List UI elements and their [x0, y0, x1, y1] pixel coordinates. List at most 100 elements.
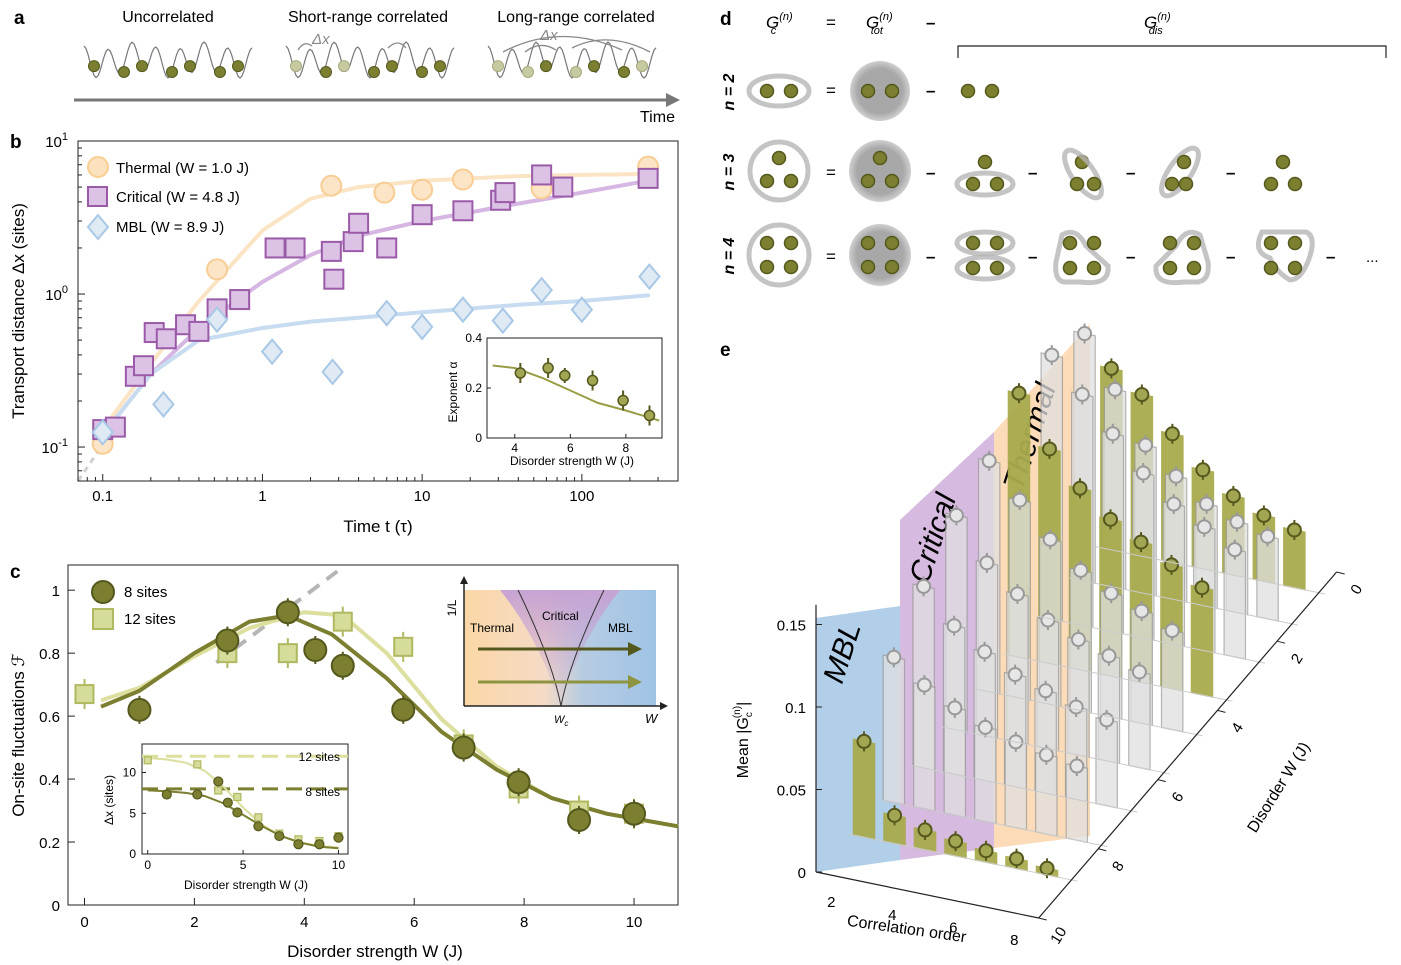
panel-e: e MBL Critical Thermal 00.050.10.1524680…	[720, 323, 1366, 949]
eq-n2: =	[826, 81, 836, 100]
bar3d-axes: 0 0.05 0.1 0.15 2 4 6 8 0 2 4 6 8 10	[777, 546, 1366, 949]
y-tick-label: 0.2	[39, 835, 60, 852]
bar-point	[1068, 699, 1084, 715]
bar-point	[1069, 758, 1085, 774]
site-dot	[1162, 260, 1178, 276]
bar-point	[1044, 347, 1060, 363]
equation-header: G(n) c = G(n) tot – G(n) dis	[766, 11, 1387, 58]
floor-row-line	[941, 726, 1171, 775]
mbl-point	[530, 276, 553, 304]
y-tick-label: 10-1	[42, 437, 68, 457]
phase-wc-label: Wc	[554, 714, 568, 728]
z-tick-label: 0	[798, 865, 806, 882]
phase-label-critical: Critical	[542, 609, 579, 623]
site-dot	[1263, 176, 1279, 192]
inset-point-12	[233, 792, 242, 802]
bar-point	[1227, 542, 1243, 558]
floor-row-line	[908, 764, 1138, 813]
panel-b: b 0.1 1 10 100 10-1 100 101 Time t (τ) Transpo…	[9, 131, 679, 536]
z-tick-label: 0.1	[785, 700, 806, 717]
panel-label-e: e	[720, 340, 731, 361]
gc-n4-halo	[746, 222, 812, 288]
correlation-arrows	[297, 35, 651, 53]
bar3d-xlabel: Correlation order	[846, 913, 968, 947]
z-tick-label: 0.05	[777, 783, 806, 800]
inset-point	[617, 394, 629, 407]
site-dot	[884, 235, 900, 251]
site-dot	[884, 173, 900, 189]
y-tick	[1098, 848, 1107, 852]
inset-point-8	[222, 797, 233, 808]
potential-curve-2	[487, 41, 657, 79]
bar-point	[1196, 519, 1212, 535]
x-tick-label: 4	[300, 914, 308, 931]
bar-point	[1195, 462, 1211, 478]
minus-n3-b: –	[1028, 163, 1037, 182]
legend-8sites-label: 8 sites	[124, 584, 167, 601]
particle	[618, 66, 630, 78]
y-tick	[1038, 917, 1047, 921]
x-axis-line	[815, 871, 1039, 919]
y-tick-label: 10	[1047, 924, 1070, 947]
bar-point	[1072, 480, 1088, 496]
y-tick	[1336, 571, 1345, 575]
thermal-point	[320, 174, 343, 197]
gdis-n4-b-halo	[1053, 229, 1111, 286]
site-dot	[984, 83, 1000, 99]
bar3d-ylabel: Disorder W (J)	[1245, 739, 1314, 835]
plot-c-inset-ylabel: Δx (sites)	[102, 775, 116, 825]
plot-b-inset-ylabel: Exponent α	[446, 361, 460, 422]
y-tick-label: 8	[1109, 858, 1128, 874]
critical-point	[452, 200, 474, 222]
particle	[184, 60, 196, 73]
y-tick-label: 1	[52, 583, 60, 600]
legend-critical-marker	[87, 186, 108, 207]
bar-point	[1009, 586, 1025, 602]
critical-point	[552, 176, 574, 198]
inset-point-8	[333, 832, 344, 843]
bar-point	[977, 644, 993, 660]
site-dot	[860, 235, 876, 251]
phase-arrowhead-8sites	[628, 642, 642, 656]
site-dot	[977, 154, 993, 170]
mbl-point	[451, 296, 475, 324]
x-tick-label: 1	[258, 488, 266, 505]
site-dot	[965, 235, 981, 251]
site-dot	[1164, 176, 1180, 192]
critical-point	[531, 164, 553, 186]
bar-point	[1007, 667, 1023, 683]
plot-c-inset-frame	[141, 743, 349, 855]
bar-W3.7-n8	[1190, 584, 1214, 698]
inset-point-8	[213, 776, 224, 787]
title-long-range: Long-range correlated	[497, 9, 654, 26]
critical-point	[229, 289, 251, 311]
gdis-n4-a-halo-top	[954, 229, 1016, 257]
minus-n3-a: –	[926, 163, 935, 182]
bar-point	[1138, 437, 1154, 453]
plot-b-frame	[77, 140, 679, 482]
particle	[166, 66, 178, 78]
gtot-n3-blob	[849, 140, 911, 202]
bar-point	[977, 719, 993, 735]
bar-point	[1134, 603, 1150, 619]
point-8sites	[567, 808, 592, 832]
bar-point	[1102, 511, 1118, 527]
bar-point	[1107, 381, 1123, 397]
mbl-point	[491, 307, 515, 335]
inset-point-12	[193, 760, 202, 769]
inset-point	[586, 374, 599, 387]
site-dot	[783, 235, 799, 251]
bar-W2.6-n8	[1223, 546, 1247, 660]
critical-point	[494, 182, 516, 204]
gc-n2-halo	[746, 73, 812, 109]
bar-point	[1009, 851, 1025, 867]
site-dot	[1186, 260, 1202, 276]
site-dot	[1287, 176, 1303, 192]
y-axis-line	[1038, 571, 1338, 919]
floor-row-line	[1096, 546, 1325, 595]
x-tick-label: 8	[1010, 932, 1018, 949]
z-tick-label: 0.15	[777, 618, 806, 635]
plot-b-ylabel: Transport distance Δx (sites)	[9, 203, 28, 419]
critical-point	[342, 231, 364, 253]
bar-point	[886, 649, 902, 665]
